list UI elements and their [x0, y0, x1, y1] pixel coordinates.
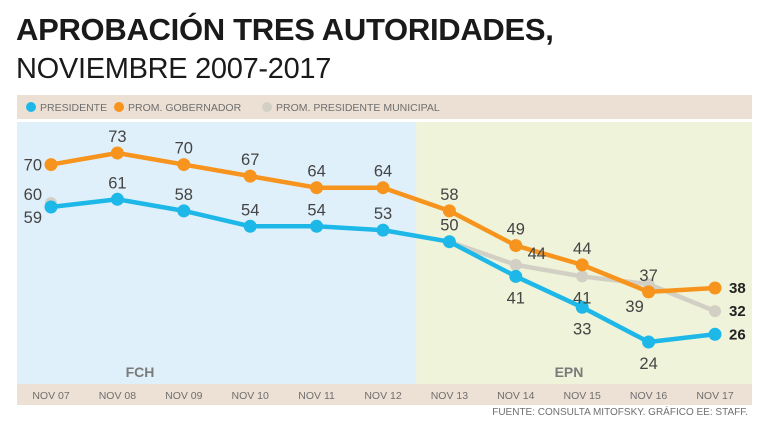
- data-label-presidente: 41: [507, 289, 525, 307]
- chart-subtitle: NOVIEMBRE 2007-2017: [16, 53, 332, 85]
- x-tick-label: NOV 15: [564, 390, 602, 402]
- data-label-gobernador: 38: [729, 280, 746, 297]
- data-point-presidente: [243, 219, 257, 233]
- data-point-municipal: [509, 258, 522, 271]
- data-point-gobernador: [376, 181, 390, 195]
- data-point-gobernador: [708, 281, 722, 295]
- x-tick-label: NOV 07: [32, 390, 70, 402]
- legend-marker-municipal: [262, 102, 272, 112]
- data-point-municipal: [709, 305, 721, 318]
- data-point-presidente: [44, 200, 58, 214]
- legend-marker-presidente: [26, 102, 36, 112]
- chart-title: APROBACIÓN TRES AUTORIDADES,: [16, 12, 554, 47]
- data-label-presidente: 58: [175, 186, 193, 204]
- data-point-gobernador: [110, 146, 124, 160]
- data-point-gobernador: [44, 158, 58, 172]
- data-point-presidente: [110, 192, 124, 206]
- data-label-gobernador: 49: [507, 221, 525, 239]
- data-label-presidente: 50: [440, 217, 458, 235]
- data-label-municipal: 44: [528, 245, 546, 263]
- data-point-presidente: [376, 223, 390, 237]
- x-tick-label: NOV 14: [497, 390, 535, 402]
- legend-label-municipal: PROM. PRESIDENTE MUNICIPAL: [276, 102, 440, 114]
- data-label-gobernador: 70: [24, 157, 42, 175]
- data-point-presidente: [177, 204, 191, 218]
- data-point-presidente: [642, 335, 656, 349]
- period-label-epn: EPN: [555, 364, 584, 380]
- data-point-presidente: [708, 327, 722, 341]
- data-point-gobernador: [442, 204, 456, 218]
- legend-bar: [17, 95, 752, 119]
- data-point-presidente: [509, 269, 523, 283]
- legend-marker-gobernador: [114, 102, 124, 112]
- data-label-presidente: 53: [374, 205, 392, 223]
- x-axis-bar: [17, 384, 752, 405]
- data-point-presidente: [310, 219, 324, 233]
- data-point-gobernador: [177, 158, 191, 172]
- data-point-gobernador: [509, 239, 523, 253]
- x-tick-label: NOV 13: [431, 390, 469, 402]
- x-tick-label: NOV 08: [99, 390, 137, 402]
- x-tick-label: NOV 12: [364, 390, 402, 402]
- data-label-presidente: 26: [729, 326, 746, 343]
- data-label-municipal: 60: [24, 186, 42, 204]
- data-label-gobernador: 58: [440, 186, 458, 204]
- data-label-gobernador: 73: [108, 128, 126, 146]
- x-tick-label: NOV 16: [630, 390, 668, 402]
- data-label-presidente: 59: [24, 209, 42, 227]
- data-label-gobernador: 64: [307, 163, 325, 181]
- source-note: FUENTE: CONSULTA MITOFSKY. GRÁFICO EE: S…: [492, 405, 748, 418]
- data-label-presidente: 54: [241, 201, 259, 219]
- x-tick-label: NOV 10: [232, 390, 270, 402]
- data-point-municipal: [576, 270, 589, 283]
- data-point-presidente: [575, 300, 589, 314]
- period-label-fch: FCH: [126, 364, 155, 380]
- data-point-gobernador: [310, 181, 324, 195]
- data-label-municipal: 32: [729, 303, 746, 320]
- x-tick-label: NOV 11: [298, 390, 335, 402]
- data-label-municipal: 41: [573, 289, 591, 307]
- data-label-presidente: 33: [573, 320, 591, 338]
- data-label-gobernador: 64: [374, 163, 392, 181]
- legend-label-gobernador: PROM. GOBERNADOR: [128, 102, 242, 114]
- x-tick-label: NOV 09: [165, 390, 203, 402]
- data-point-gobernador: [575, 258, 589, 272]
- data-label-gobernador: 37: [639, 267, 657, 285]
- data-label-presidente: 61: [108, 174, 126, 192]
- data-point-gobernador: [642, 285, 656, 299]
- fch-period-band: [17, 122, 417, 384]
- data-label-gobernador: 67: [241, 151, 259, 169]
- x-tick-label: NOV 17: [696, 390, 734, 402]
- data-label-municipal: 39: [625, 298, 643, 316]
- legend-label-presidente: PRESIDENTE: [40, 102, 107, 114]
- data-point-presidente: [442, 235, 456, 249]
- data-label-gobernador: 44: [573, 240, 591, 258]
- data-label-presidente: 54: [307, 201, 325, 219]
- data-label-gobernador: 70: [175, 140, 193, 158]
- data-point-gobernador: [243, 169, 257, 183]
- data-label-presidente: 24: [639, 355, 657, 373]
